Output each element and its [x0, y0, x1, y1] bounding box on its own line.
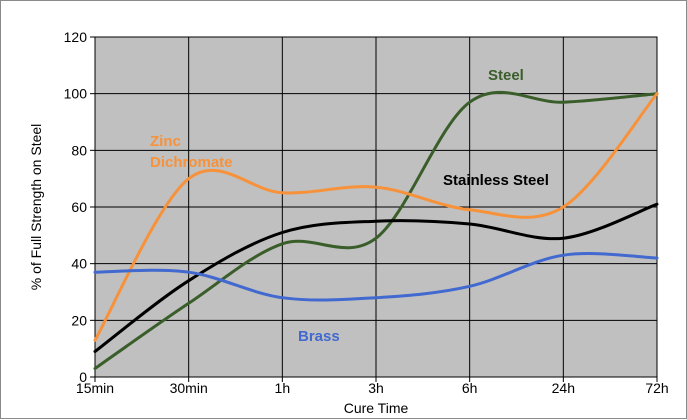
series-lines [93, 91, 659, 370]
y-tick-label: 100 [64, 86, 88, 102]
y-tick-label: 40 [71, 256, 87, 272]
y-tick-label: 20 [71, 312, 87, 328]
x-tick-label: 72h [645, 380, 668, 396]
x-tick-label: 6h [462, 380, 478, 396]
series-line-steel [93, 91, 659, 370]
x-tick-label: 30min [170, 380, 208, 396]
y-axis-ticks: 0 20 40 60 80 100 120 [64, 29, 95, 385]
x-tick-label: 3h [368, 380, 384, 396]
series-label-stainless-steel: Stainless Steel [443, 172, 549, 189]
y-tick-label: 80 [71, 142, 87, 158]
series-line-stainless-steel [93, 202, 659, 353]
series-labels: Steel Zinc Dichromate Stainless Steel Brass [150, 67, 549, 345]
x-tick-label: 24h [552, 380, 575, 396]
y-tick-label: 120 [64, 29, 88, 45]
x-tick-label: 15min [76, 380, 114, 396]
series-label-brass: Brass [298, 328, 340, 345]
y-tick-label: 0 [79, 369, 87, 385]
series-line-brass [93, 252, 659, 302]
y-tick-label: 60 [71, 199, 87, 215]
y-axis-title: % of Full Strength on Steel [28, 124, 44, 291]
series-line-zinc-dichromate [93, 92, 659, 342]
series-label-zinc-dichromate: Zinc [150, 133, 181, 150]
series-label-zinc-dichromate: Dichromate [150, 154, 233, 171]
x-tick-label: 1h [275, 380, 291, 396]
x-axis-ticks: 15min 30min 1h 3h 6h 24h 72h [76, 377, 669, 396]
series-label-steel: Steel [488, 67, 524, 84]
x-axis-title: Cure Time [344, 400, 409, 416]
